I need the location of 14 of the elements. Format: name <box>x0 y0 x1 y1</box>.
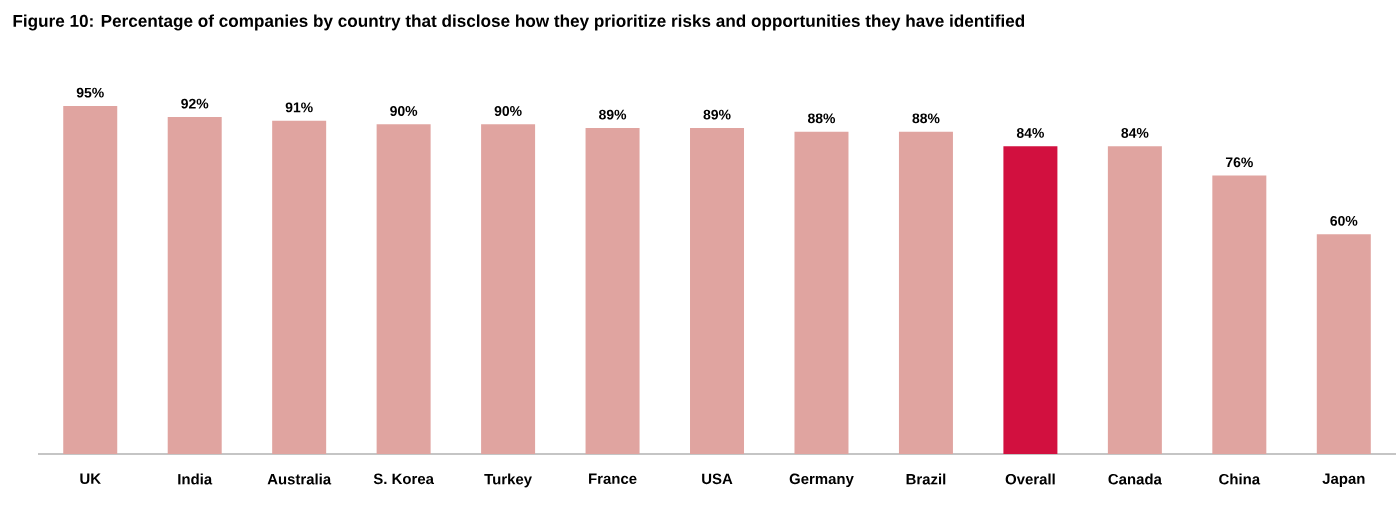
bar <box>167 117 222 454</box>
bar <box>1316 234 1371 454</box>
bar <box>690 127 745 454</box>
bar <box>272 120 327 454</box>
bar <box>63 106 118 454</box>
bar <box>481 124 536 454</box>
bar <box>794 131 849 454</box>
bar <box>1212 175 1267 454</box>
bar <box>898 131 953 454</box>
chart-title: Figure 10: Percentage of companies by country that disclose how they prioritize risks and opportunities they have identified <box>13 14 1025 31</box>
bar <box>1107 146 1162 454</box>
bar <box>585 127 640 454</box>
bar <box>1003 146 1058 454</box>
bar <box>376 124 431 454</box>
